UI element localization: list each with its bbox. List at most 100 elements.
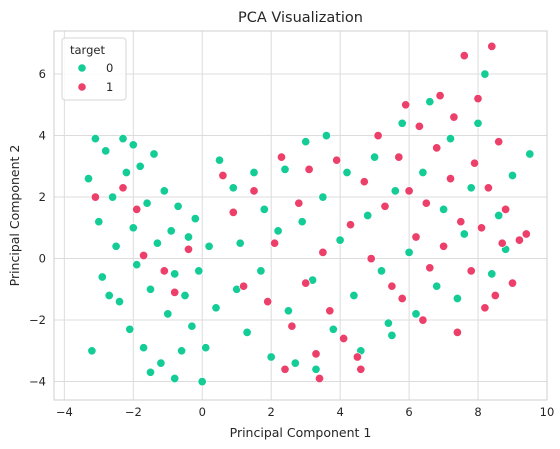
point-target-0 (249, 167, 259, 178)
point-target-1 (249, 186, 259, 196)
plot-frame (53, 30, 548, 401)
point-target-0 (197, 377, 207, 387)
point-target-1 (287, 321, 297, 331)
point-target-0 (383, 318, 393, 328)
point-target-0 (439, 204, 449, 214)
point-target-1 (380, 201, 390, 211)
point-target-1 (263, 297, 273, 307)
point-target-1 (452, 327, 462, 337)
point-target-1 (318, 247, 328, 257)
legend-label-1: 1 (106, 80, 113, 94)
point-target-0 (390, 186, 400, 196)
point-target-1 (314, 373, 325, 384)
point-target-0 (321, 131, 331, 141)
point-target-0 (128, 140, 138, 150)
point-target-0 (135, 161, 145, 171)
point-target-1 (432, 143, 442, 153)
point-target-1 (183, 244, 194, 254)
plot-background (54, 31, 547, 400)
point-target-0 (318, 192, 328, 202)
point-target-0 (228, 183, 238, 193)
point-target-1 (90, 192, 100, 202)
point-target-1 (170, 287, 180, 297)
point-target-0 (104, 290, 114, 301)
point-target-0 (494, 210, 504, 221)
point-target-0 (128, 223, 138, 233)
point-target-0 (376, 266, 387, 276)
point-target-1 (270, 238, 280, 248)
point-target-0 (173, 201, 183, 211)
chart-title: PCA Visualization (238, 10, 363, 26)
point-target-0 (273, 226, 283, 236)
point-target-1 (118, 183, 128, 193)
y-tick-label: 4 (39, 129, 46, 143)
point-target-0 (108, 192, 118, 202)
point-target-0 (87, 346, 97, 356)
point-target-0 (301, 137, 311, 147)
point-target-0 (297, 217, 307, 227)
point-target-1 (387, 281, 397, 291)
point-target-0 (235, 238, 245, 248)
point-target-1 (418, 315, 428, 325)
point-target-0 (139, 343, 149, 353)
point-target-0 (142, 198, 152, 208)
point-target-1 (480, 303, 490, 313)
x-tick-label: 2 (268, 405, 275, 419)
point-target-1 (366, 254, 376, 264)
point-target-1 (501, 204, 511, 214)
point-target-1 (494, 137, 504, 147)
point-target-1 (425, 263, 435, 273)
point-target-0 (145, 284, 156, 294)
point-target-0 (363, 210, 373, 221)
point-target-1 (397, 293, 407, 304)
point-target-0 (473, 118, 483, 128)
point-target-1 (483, 183, 493, 193)
point-target-1 (466, 266, 476, 276)
y-tick-label: 2 (39, 190, 46, 204)
point-target-0 (132, 260, 142, 270)
y-tick-label: −2 (29, 313, 46, 327)
legend-marker-1 (77, 82, 87, 92)
legend: target 0 1 (61, 37, 127, 101)
point-target-1 (449, 112, 459, 122)
point-target-0 (266, 352, 276, 362)
point-target-1 (311, 349, 321, 359)
point-target-1 (439, 241, 449, 251)
point-target-1 (301, 278, 311, 288)
point-target-0 (411, 309, 421, 319)
point-target-0 (194, 266, 204, 276)
point-target-0 (335, 235, 345, 245)
point-target-1 (421, 198, 431, 208)
y-axis-label: Principal Component 2 (7, 145, 22, 287)
point-target-1 (280, 364, 290, 374)
point-target-1 (456, 217, 466, 227)
point-target-0 (459, 229, 469, 239)
point-target-0 (507, 170, 518, 181)
point-target-0 (201, 343, 211, 353)
point-target-0 (259, 204, 269, 214)
point-target-0 (90, 134, 100, 144)
point-target-1 (139, 250, 149, 261)
point-target-1 (414, 121, 424, 131)
legend-marker-0 (77, 63, 87, 73)
x-tick-label: 0 (199, 405, 206, 419)
point-target-0 (342, 167, 352, 178)
point-target-0 (204, 241, 214, 251)
point-target-1 (411, 232, 421, 242)
point-target-1 (470, 158, 480, 168)
x-tick-label: −2 (125, 405, 142, 419)
point-target-0 (170, 269, 180, 279)
tick-labels: −4 −2 0 2 4 6 8 10 −4 −2 0 2 4 6 (29, 67, 554, 419)
point-target-1 (490, 290, 500, 301)
point-target-0 (156, 358, 166, 368)
x-tick-label: 4 (336, 405, 343, 419)
point-target-0 (525, 149, 535, 159)
point-target-1 (294, 198, 304, 208)
point-target-1 (473, 94, 483, 104)
point-target-1 (521, 229, 531, 239)
point-target-0 (349, 290, 359, 301)
point-target-1 (404, 186, 414, 196)
y-tick-label: −4 (29, 375, 46, 389)
point-target-0 (370, 152, 380, 162)
